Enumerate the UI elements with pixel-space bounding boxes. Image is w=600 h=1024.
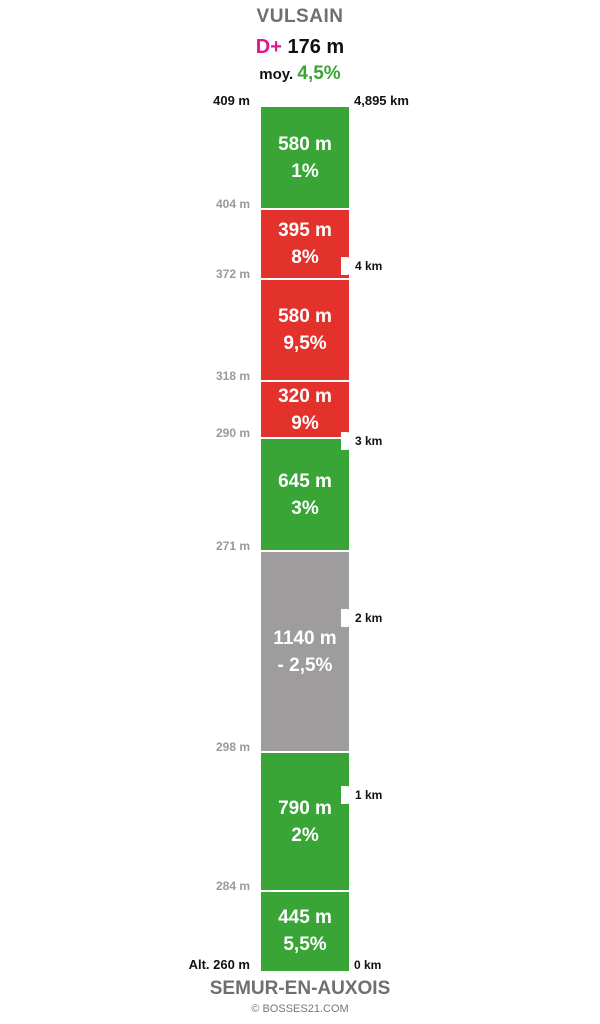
- segment: 790 m 2%: [261, 752, 349, 891]
- segment-grade: 8%: [291, 247, 319, 268]
- segment-divider: [261, 890, 349, 892]
- km-marker: 2 km: [341, 609, 382, 627]
- segment-length: 580 m: [278, 134, 332, 155]
- segment-grade: - 2,5%: [277, 654, 333, 676]
- km-notch: [341, 432, 355, 450]
- segment: 445 m 5,5%: [261, 891, 349, 971]
- altitude-label: 298 m: [215, 740, 250, 754]
- altitude-label: 318 m: [215, 369, 250, 383]
- km-notch: [341, 786, 355, 804]
- avg-value: 4,5%: [297, 63, 341, 84]
- segment-length: 580 m: [278, 306, 332, 327]
- segment-length: 320 m: [278, 385, 332, 407]
- dplus-value: 176 m: [287, 36, 345, 58]
- segment-divider: [261, 380, 349, 382]
- segment-grade: 9%: [291, 412, 319, 434]
- segment-grade: 2%: [291, 824, 319, 846]
- segment-grade: 3%: [291, 497, 319, 519]
- km-label: 1 km: [355, 788, 383, 802]
- avg-prefix: moy.: [259, 66, 294, 83]
- segment-divider: [261, 751, 349, 753]
- altitude-label: 290 m: [215, 426, 250, 440]
- segment-length: 395 m: [278, 220, 332, 241]
- segment-grade: 5,5%: [283, 934, 327, 955]
- segment-grade: 1%: [291, 161, 319, 182]
- km-label: 3 km: [355, 434, 383, 448]
- segment-divider: [261, 437, 349, 439]
- segment-divider: [261, 278, 349, 280]
- segment-divider: [261, 208, 349, 210]
- km-label: 4 km: [355, 259, 383, 273]
- top-altitude-label: 409 m: [213, 93, 250, 108]
- segment: 320 m 9%: [261, 381, 349, 438]
- km-notch: [341, 609, 355, 627]
- segment: 580 m 9,5%: [261, 279, 349, 381]
- bottom-distance-label: 0 km: [354, 958, 382, 972]
- km-marker: 4 km: [341, 257, 382, 275]
- segment-length: 445 m: [278, 907, 332, 928]
- bottom-altitude-label: Alt. 260 m: [188, 957, 250, 972]
- elevation-gain: D+ 176 m: [0, 36, 600, 59]
- km-notch: [341, 257, 355, 275]
- altitude-label: 284 m: [215, 879, 250, 893]
- segment-divider: [261, 550, 349, 552]
- segment: 395 m 8%: [261, 209, 349, 279]
- segment-grade: 9,5%: [283, 333, 327, 354]
- dplus-prefix: D+: [255, 36, 282, 58]
- altitude-label: 372 m: [215, 267, 250, 281]
- km-marker: 3 km: [341, 432, 382, 450]
- climb-profile-bar: 580 m 1% 395 m 8% 580 m 9,5% 320 m 9% 64…: [261, 107, 349, 971]
- average-grade: moy. 4,5%: [0, 63, 600, 85]
- km-marker: 1 km: [341, 786, 382, 804]
- segment: 580 m 1%: [261, 107, 349, 209]
- altitude-label: 271 m: [215, 539, 250, 553]
- segment: 645 m 3%: [261, 438, 349, 551]
- km-label: 2 km: [355, 611, 383, 625]
- top-distance-label: 4,895 km: [354, 93, 409, 108]
- segment-length: 790 m: [278, 797, 332, 819]
- segment-length: 645 m: [278, 470, 332, 492]
- altitude-label: 404 m: [215, 197, 250, 211]
- start-name: SEMUR-EN-AUXOIS: [209, 978, 391, 999]
- segment-length: 1140 m: [273, 627, 337, 649]
- copyright: © BOSSES21.COM: [251, 1003, 349, 1015]
- summit-name: VULSAIN: [256, 6, 344, 27]
- segment: 1140 m - 2,5%: [261, 551, 349, 752]
